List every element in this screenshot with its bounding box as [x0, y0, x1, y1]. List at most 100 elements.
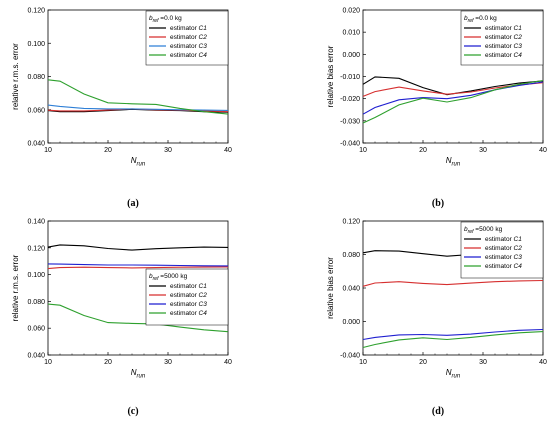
x-tick-label: 30 — [479, 147, 487, 154]
x-tick-label: 10 — [44, 359, 52, 366]
legend-entry: estimator C1 — [170, 283, 207, 290]
legend-title-sub: ref — [468, 229, 474, 235]
y-tick-label: 0.080 — [342, 252, 360, 259]
x-axis-label: Nrun — [446, 368, 461, 380]
legend-entry-code: C3 — [199, 43, 208, 50]
x-tick-label: 20 — [104, 359, 112, 366]
legend-title-rest: =5000 kg — [158, 273, 187, 280]
x-tick-label: 30 — [164, 147, 172, 154]
legend-entry-text: estimator — [485, 34, 514, 41]
legend-entry-code: C1 — [514, 236, 523, 243]
panel-label: (b) — [432, 198, 444, 209]
legend-title-main: b — [464, 226, 468, 233]
x-axis-label-sub: run — [137, 162, 146, 168]
y-tick-label: 0.140 — [27, 219, 45, 226]
legend-entry-code: C2 — [514, 245, 523, 252]
legend-box — [460, 10, 544, 66]
legend-box — [145, 10, 229, 66]
legend-title: bref =0.0 kg — [149, 15, 182, 24]
y-tick-label: 0.120 — [342, 219, 360, 226]
legend-box — [460, 221, 544, 279]
x-axis-label-main: N — [131, 156, 137, 165]
legend-entry-text: estimator — [170, 292, 199, 299]
legend-entry-text: estimator — [170, 310, 199, 317]
x-tick-label: 20 — [419, 147, 427, 154]
x-tick-label: 20 — [419, 359, 427, 366]
legend-entry: estimator C3 — [485, 43, 522, 50]
series-line-c2 — [362, 279, 544, 287]
legend-title-main: b — [149, 15, 153, 22]
chart-panel-1: 10 20 30 40 0.040 0.060 0.080 0.100 0.120 Nrun rel… — [11, 8, 232, 210]
x-axis-label-sub: run — [452, 162, 461, 168]
legend-title-sub: ref — [153, 276, 159, 282]
legend-entry-text: estimator — [170, 301, 199, 308]
legend-entry: estimator C2 — [170, 34, 207, 41]
legend-entry: estimator C4 — [170, 52, 207, 59]
panel-label: (a) — [127, 198, 139, 209]
legend-title-main: b — [464, 15, 468, 22]
y-tick-label: 0.100 — [27, 272, 45, 279]
chart-panel-2: 10 20 30 40 -0.040 -0.030 -0.020 -0.010 0.000 0.0… — [326, 8, 547, 210]
legend-title-rest: =0.0 kg — [158, 15, 182, 22]
y-tick-label: 0.120 — [27, 245, 45, 252]
x-axis-label: Nrun — [446, 156, 461, 168]
x-tick-label: 10 — [359, 359, 367, 366]
legend-entry: estimator C2 — [485, 34, 522, 41]
x-tick-label: 20 — [104, 147, 112, 154]
x-axis-label-sub: run — [137, 374, 146, 380]
x-tick-label: 30 — [164, 359, 172, 366]
series-line-c3 — [362, 328, 544, 341]
y-tick-label: 0.040 — [27, 141, 45, 148]
y-tick-label: 0.120 — [27, 8, 45, 15]
x-axis-label-main: N — [446, 368, 452, 377]
legend-entry-text: estimator — [170, 25, 199, 32]
legend-entry-text: estimator — [485, 52, 514, 59]
y-tick-label: -0.010 — [340, 74, 360, 81]
legend-entry: estimator C4 — [485, 263, 522, 270]
legend-entry-text: estimator — [485, 254, 514, 261]
legend-entry-code: C2 — [199, 34, 208, 41]
y-tick-label: 0.080 — [27, 74, 45, 81]
y-axis-label: relative bias error — [326, 257, 335, 319]
y-tick-label: 0.010 — [342, 30, 360, 37]
legend-entry: estimator C3 — [170, 301, 207, 308]
legend-entry-text: estimator — [170, 52, 199, 59]
series-line-c4 — [47, 303, 229, 333]
series-line-c4 — [47, 79, 229, 115]
panel-label: (d) — [432, 406, 444, 417]
y-tick-label: -0.020 — [340, 96, 360, 103]
x-tick-label: 40 — [539, 147, 547, 154]
legend-entry: estimator C3 — [170, 43, 207, 50]
chart-panel-3: 10 20 30 40 0.040 0.060 0.080 0.100 0.120 0.140 Nr… — [11, 219, 232, 418]
legend-entry: estimator C4 — [485, 52, 522, 59]
legend-entry-code: C4 — [514, 263, 523, 270]
x-tick-label: 10 — [44, 147, 52, 154]
x-axis-label-sub: run — [452, 374, 461, 380]
legend-title-rest: =0.0 kg — [473, 15, 497, 22]
series-line-c4 — [362, 79, 544, 124]
legend-entry-code: C1 — [199, 25, 208, 32]
series-line-c1 — [47, 244, 229, 251]
x-tick-label: 10 — [359, 147, 367, 154]
panel-label: (c) — [127, 406, 138, 417]
y-tick-label: -0.040 — [340, 353, 360, 360]
x-axis-label: Nrun — [131, 156, 146, 168]
y-tick-label: 0.040 — [342, 286, 360, 293]
legend-entry: estimator C1 — [170, 25, 207, 32]
legend-title: bref =5000 kg — [464, 226, 503, 235]
x-axis-label: Nrun — [131, 368, 146, 380]
legend-entry-text: estimator — [485, 43, 514, 50]
y-axis-label: relative r.m.s. error — [11, 254, 20, 321]
legend-entry-code: C3 — [199, 301, 208, 308]
y-tick-label: 0.060 — [27, 107, 45, 114]
series-line-c4 — [362, 331, 544, 349]
y-tick-label: -0.030 — [340, 118, 360, 125]
legend-entry: estimator C1 — [485, 236, 522, 243]
legend-entry-code: C2 — [199, 292, 208, 299]
chart-panel-4: 10 20 30 40 -0.040 0.000 0.040 0.080 0.120 Nrun re… — [326, 219, 547, 418]
x-tick-label: 30 — [479, 359, 487, 366]
legend-entry-code: C1 — [514, 25, 523, 32]
